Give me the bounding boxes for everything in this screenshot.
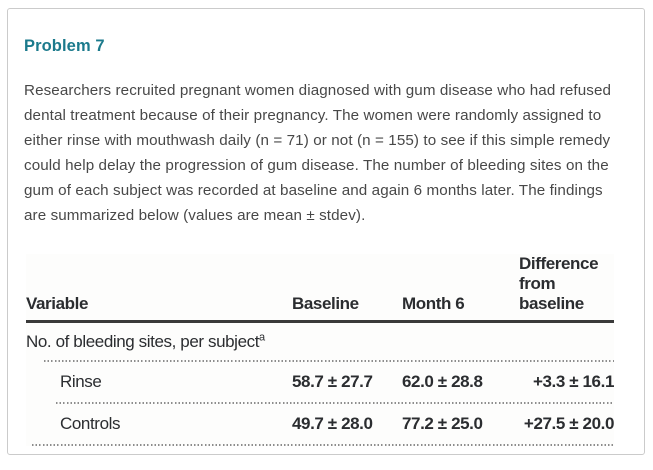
results-table: Variable Baseline Month 6 Difference fro… [26,254,614,446]
table-row: Controls 49.7 ± 28.0 77.2 ± 25.0 +27.5 ±… [26,404,614,444]
row-label: Rinse [60,372,102,391]
dotted-divider [44,360,614,362]
problem-statement: Researchers recruited pregnant women dia… [24,82,612,224]
cell-difference: +27.5 ± 20.0 [523,414,614,433]
cell-month6: 62.0 ± 28.8 [402,372,483,391]
cell-baseline: 58.7 ± 27.7 [292,372,373,391]
table-header-row: Variable Baseline Month 6 Difference fro… [26,254,614,323]
problem-title: Problem 7 [24,37,105,55]
dotted-divider [56,402,614,404]
table-row: Rinse 58.7 ± 27.7 62.0 ± 28.8 +3.3 ± 16.… [26,362,614,402]
cell-difference: +3.3 ± 16.1 [532,372,614,391]
table-group-row: No. of bleeding sites, per subjecta [26,323,614,360]
header-month6: Month 6 [402,294,465,313]
row-label: Controls [60,414,121,433]
group-label: No. of bleeding sites, per subject [26,332,260,351]
cell-month6: 77.2 ± 25.0 [402,414,483,433]
header-baseline: Baseline [292,294,359,313]
dotted-divider [32,444,614,446]
header-variable: Variable [26,294,89,313]
group-footnote-marker: a [259,331,265,344]
problem-card: Problem 7 Researchers recruited pregnant… [7,8,645,455]
cell-baseline: 49.7 ± 28.0 [292,414,373,433]
header-difference: Difference from baseline [519,254,599,313]
